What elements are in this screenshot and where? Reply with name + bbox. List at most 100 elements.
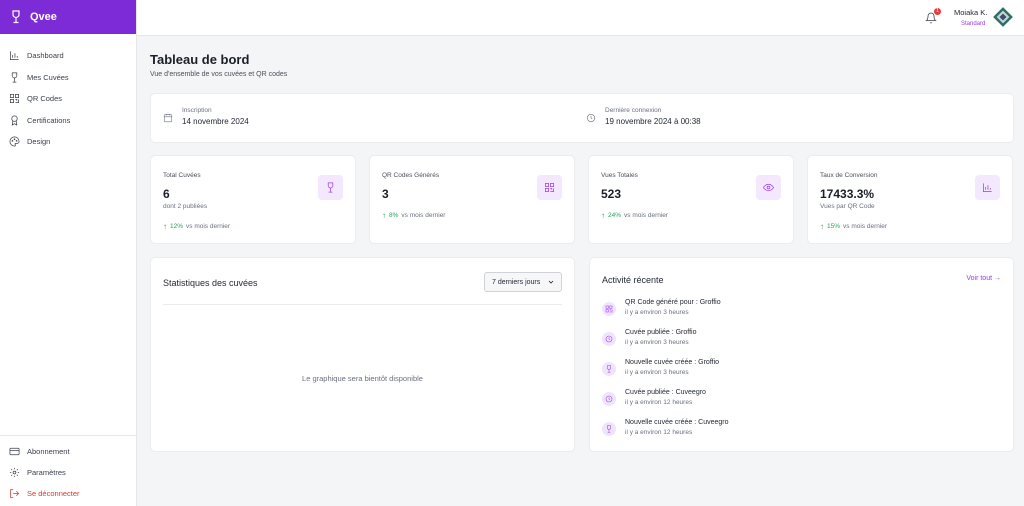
activity-item[interactable]: QR Code généré pour : Groffio il y a env… <box>602 299 729 329</box>
recent-activity-card: Activité récente Voir tout → QR Code gén… <box>589 257 1014 452</box>
activity-time: il y a environ 3 heures <box>625 369 689 376</box>
signup-date: 14 novembre 2024 <box>182 117 249 126</box>
wine-glass-icon <box>607 425 611 433</box>
see-all-label: Voir tout <box>966 275 993 282</box>
trend-percent: 8% <box>389 212 399 219</box>
sidebar-item-design[interactable]: Design <box>0 131 136 153</box>
activity-list: QR Code généré pour : Groffio il y a env… <box>602 299 729 449</box>
trend-percent: 24% <box>608 212 622 219</box>
stat-icon-box <box>975 175 1000 200</box>
account-info-card: Inscription 14 novembre 2024 Dernière co… <box>150 93 1014 143</box>
top-bar: 1 Moiaka K. Standard <box>137 0 1024 36</box>
credit-card-icon <box>9 447 20 456</box>
activity-title: Activité récente <box>602 275 664 285</box>
sidebar-item-cuvees[interactable]: Mes Cuvées <box>0 67 136 89</box>
stat-card-total-cuvees: Total Cuvées 6 dont 2 publiées ↑ 12% vs … <box>150 155 356 244</box>
activity-icon <box>602 362 616 376</box>
wine-glass-icon <box>12 10 20 24</box>
activity-icon <box>602 392 616 406</box>
last-login-label: Dernière connexion <box>605 107 662 114</box>
trend-label: vs mois dernier <box>843 223 888 230</box>
trend-label: vs mois dernier <box>401 212 446 219</box>
signup-info: Inscription 14 novembre 2024 <box>163 107 249 126</box>
stat-trend: ↑ 15% vs mois dernier <box>820 222 887 231</box>
trend-label: vs mois dernier <box>186 223 231 230</box>
stat-label: Taux de Conversion <box>820 172 878 179</box>
qr-code-icon <box>605 305 613 313</box>
range-select[interactable]: 7 derniers jours <box>484 272 562 292</box>
notification-button[interactable] <box>925 12 937 24</box>
user-plan-badge: Standard <box>961 21 986 27</box>
stat-trend: ↑ 8% vs mois dernier <box>382 211 445 220</box>
chevron-down-icon <box>548 280 554 284</box>
activity-item[interactable]: Nouvelle cuvée créée : Groffio il y a en… <box>602 359 729 389</box>
clock-icon <box>605 395 613 403</box>
activity-time: il y a environ 3 heures <box>625 339 689 346</box>
clock-icon <box>605 335 613 343</box>
stats-chart-card: Statistiques des cuvées 7 derniers jours… <box>150 257 575 452</box>
brand-name: Qvee <box>30 11 57 23</box>
sidebar-item-label: Mes Cuvées <box>27 72 69 82</box>
activity-text: Nouvelle cuvée créée : Groffio <box>625 359 720 366</box>
last-login-info: Dernière connexion 19 novembre 2024 à 00… <box>586 107 701 126</box>
palette-icon <box>9 136 20 147</box>
user-name[interactable]: Moiaka K. <box>954 8 988 17</box>
arrow-right-icon: → <box>994 275 1001 282</box>
sidebar-bottom: Abonnement Paramètres Se déconnecter <box>0 435 136 504</box>
stat-card-vues: Vues Totales 523 ↑ 24% vs mois dernier <box>588 155 794 244</box>
sidebar-item-label: QR Codes <box>27 94 63 104</box>
trend-label: vs mois dernier <box>624 212 669 219</box>
avatar[interactable] <box>993 7 1013 27</box>
sidebar: Qvee Dashboard Mes Cuvées QR Codes Certi… <box>0 0 137 506</box>
bell-icon <box>925 12 937 24</box>
chart-title: Statistiques des cuvées <box>163 278 258 288</box>
sidebar-item-label: Dashboard <box>27 51 64 61</box>
notification-badge: 1 <box>934 8 941 15</box>
activity-icon <box>602 422 616 436</box>
range-select-value: 7 derniers jours <box>492 278 541 286</box>
brand-header[interactable]: Qvee <box>0 0 136 34</box>
sidebar-item-certifications[interactable]: Certifications <box>0 110 136 132</box>
arrow-up-icon: ↑ <box>601 211 605 220</box>
stat-icon-box <box>318 175 343 200</box>
stat-card-conversion: Taux de Conversion 17433.3% Vues par QR … <box>807 155 1013 244</box>
sidebar-item-qr-codes[interactable]: QR Codes <box>0 88 136 110</box>
logout-icon <box>10 489 20 498</box>
stat-trend: ↑ 24% vs mois dernier <box>601 211 668 220</box>
see-all-link[interactable]: Voir tout → <box>966 275 1001 282</box>
activity-item[interactable]: Cuvée publiée : Cuveegro il y a environ … <box>602 389 729 419</box>
sidebar-item-logout[interactable]: Se déconnecter <box>0 483 136 504</box>
sidebar-item-label: Certifications <box>27 115 71 125</box>
award-icon <box>11 115 18 126</box>
stat-label: QR Codes Générés <box>382 172 440 179</box>
qr-code-icon <box>545 183 554 192</box>
stat-trend: ↑ 12% vs mois dernier <box>163 222 230 231</box>
divider <box>163 304 562 305</box>
sidebar-item-parametres[interactable]: Paramètres <box>0 462 136 483</box>
chart-placeholder: Le graphique sera bientôt disponible <box>302 374 423 383</box>
activity-time: il y a environ 12 heures <box>625 399 693 406</box>
activity-time: il y a environ 12 heures <box>625 429 693 436</box>
sidebar-item-label: Abonnement <box>27 447 70 456</box>
trend-percent: 15% <box>827 223 841 230</box>
stat-value: 3 <box>382 187 389 201</box>
wine-glass-icon <box>327 182 334 193</box>
gear-icon <box>9 467 20 478</box>
wine-glass-icon <box>607 365 611 373</box>
activity-item[interactable]: Nouvelle cuvée créée : Cuveegro il y a e… <box>602 419 729 449</box>
stat-card-qr-codes: QR Codes Générés 3 ↑ 8% vs mois dernier <box>369 155 575 244</box>
wine-glass-icon <box>11 72 18 83</box>
stat-icon-box <box>537 175 562 200</box>
activity-text: Cuvée publiée : Cuveegro <box>625 389 706 396</box>
chart-bar-icon <box>10 51 19 61</box>
sidebar-item-label: Paramètres <box>27 468 66 477</box>
stat-value: 17433.3% <box>820 187 875 201</box>
stat-subtext: Vues par QR Code <box>820 203 875 210</box>
sidebar-item-dashboard[interactable]: Dashboard <box>0 45 136 67</box>
activity-text: Nouvelle cuvée créée : Cuveegro <box>625 419 729 426</box>
stat-icon-box <box>756 175 781 200</box>
page-subtitle: Vue d'ensemble de vos cuvées et QR codes <box>150 71 288 78</box>
sidebar-item-abonnement[interactable]: Abonnement <box>0 441 136 462</box>
activity-icon <box>602 302 616 316</box>
activity-item[interactable]: Cuvée publiée : Groffio il y a environ 3… <box>602 329 729 359</box>
